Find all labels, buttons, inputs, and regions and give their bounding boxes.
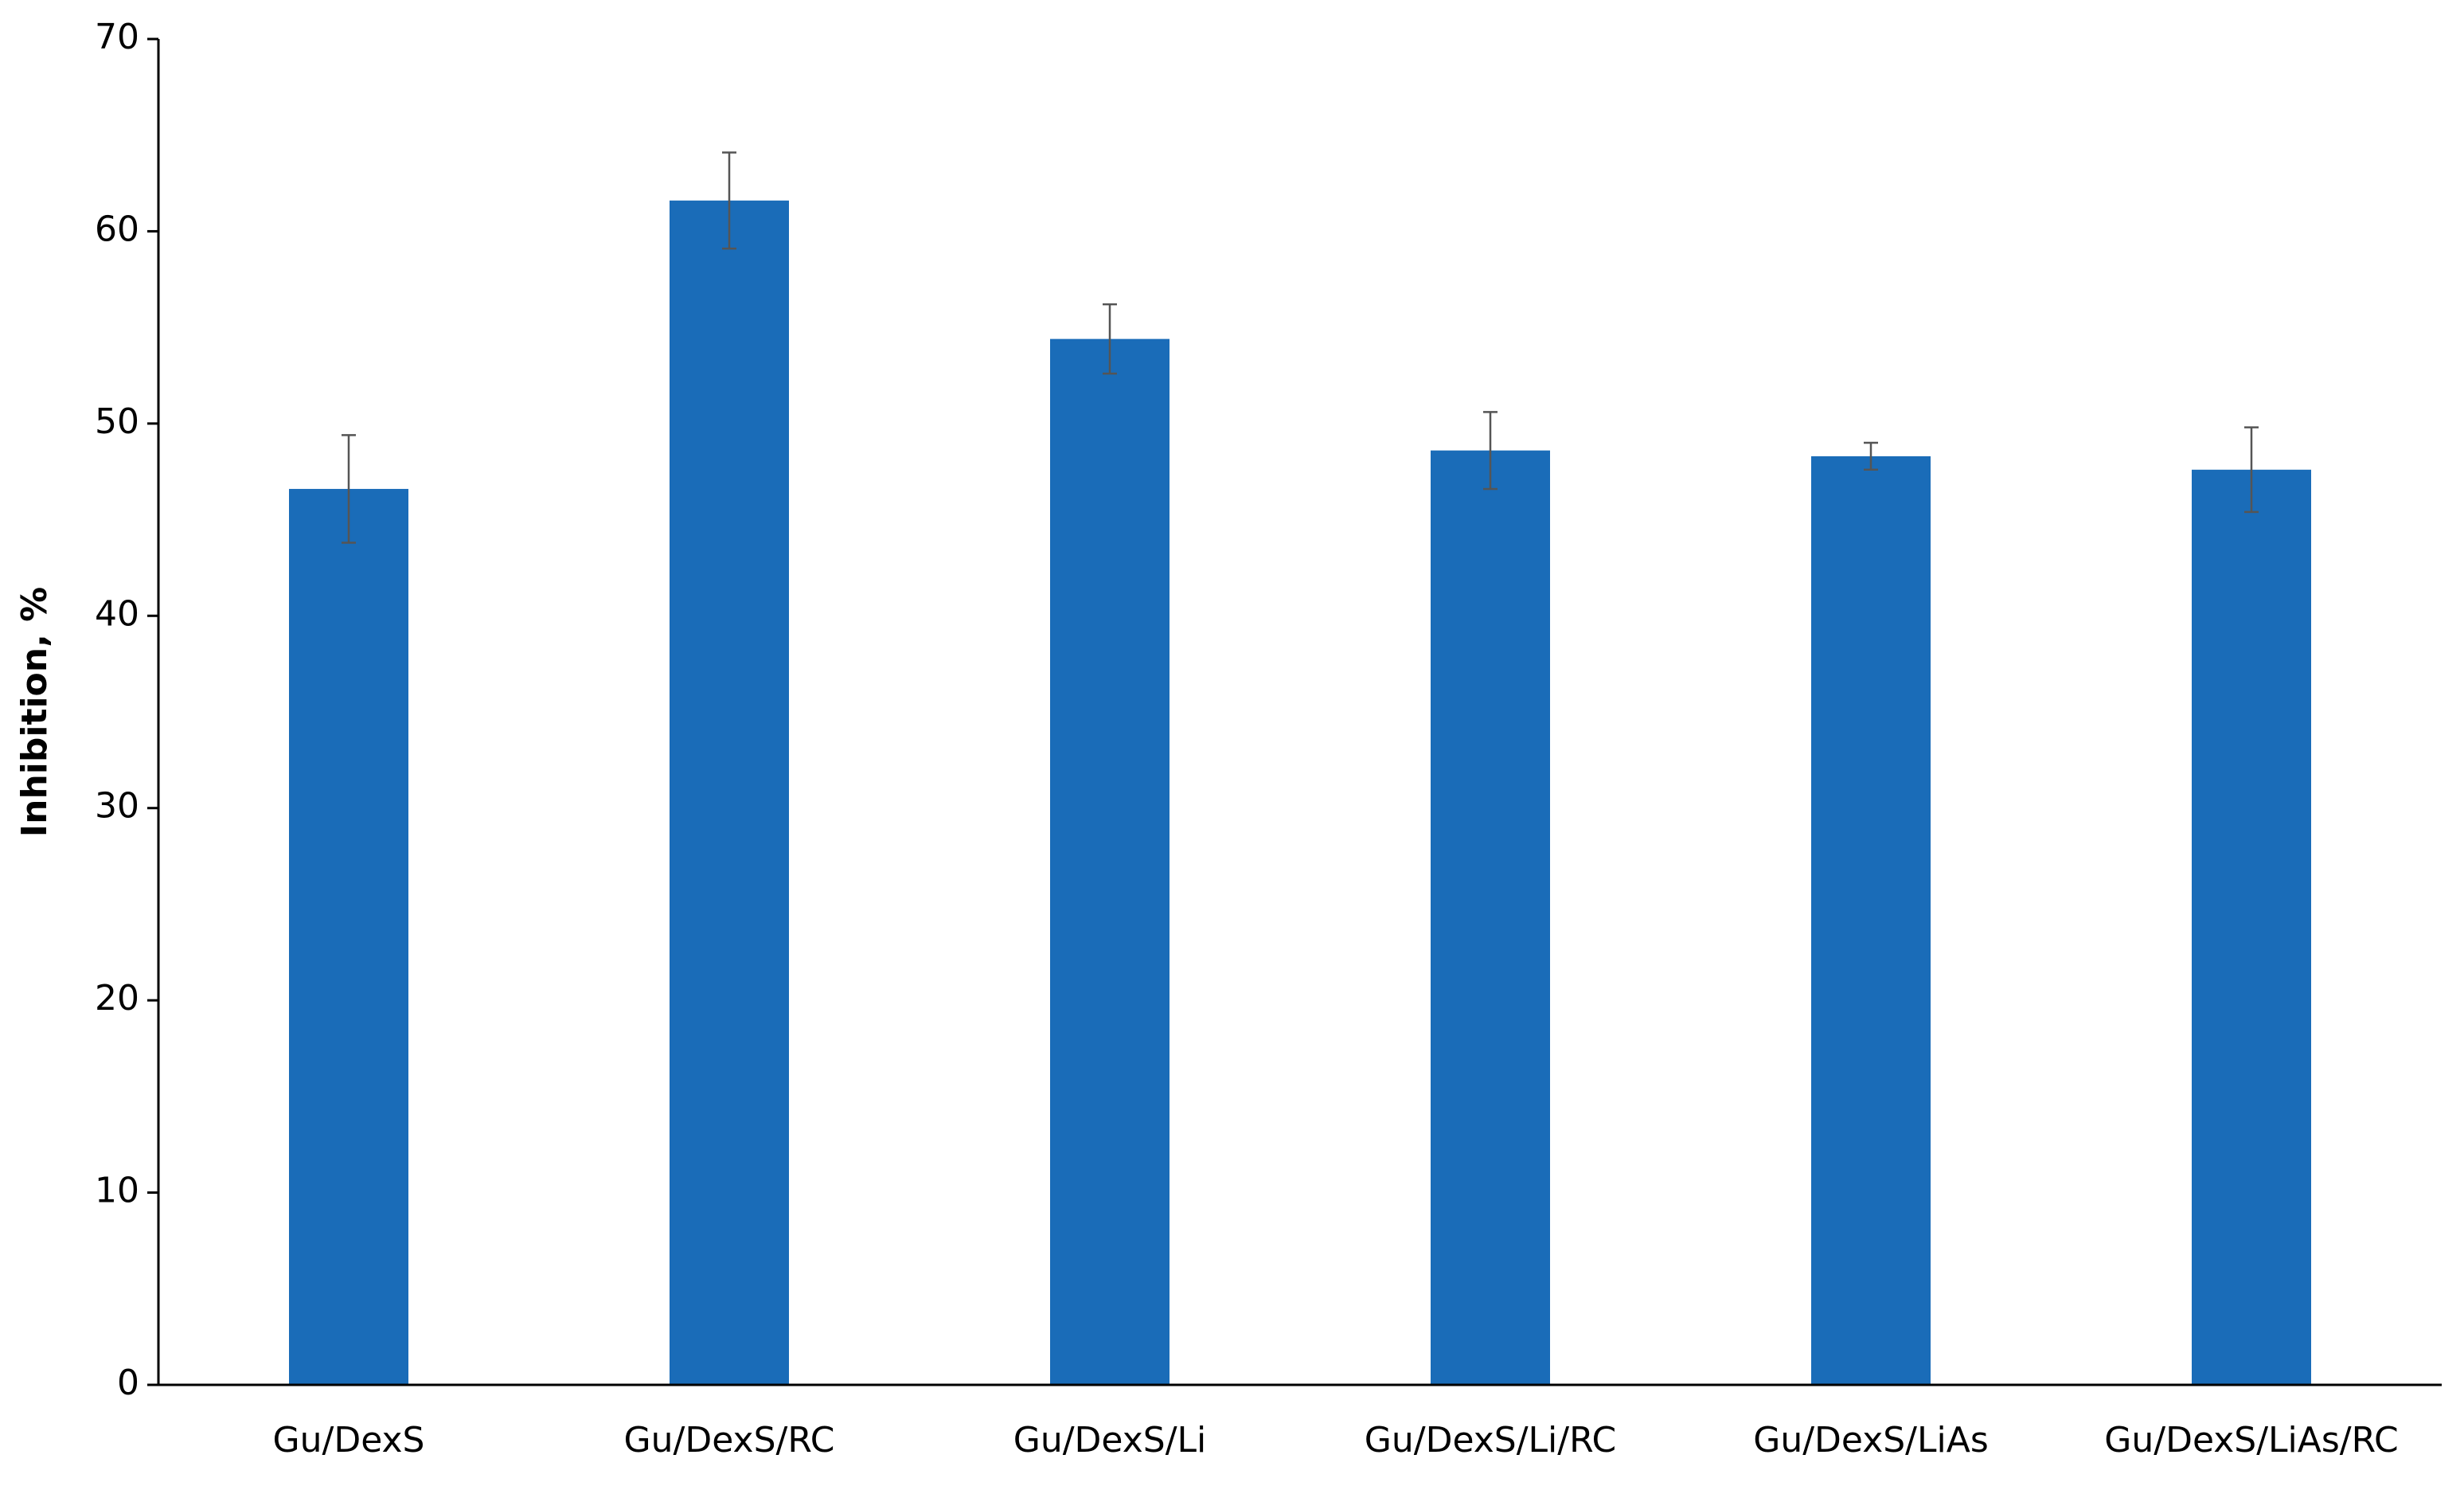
bar bbox=[289, 488, 408, 1385]
bar bbox=[670, 200, 789, 1385]
y-tick-label: 20 bbox=[95, 978, 139, 1019]
x-tick-label: Gu/DexS/LiAs bbox=[1753, 1420, 1989, 1461]
bar bbox=[1431, 450, 1550, 1385]
x-tick-label: Gu/DexS/RC bbox=[624, 1420, 835, 1461]
y-tick-label: 0 bbox=[117, 1363, 139, 1403]
error-bar bbox=[1103, 303, 1117, 375]
x-tick-label: Gu/DexS/Li bbox=[1013, 1420, 1207, 1461]
y-tick-label: 50 bbox=[95, 401, 139, 442]
bar bbox=[1050, 338, 1170, 1386]
error-bar bbox=[342, 434, 356, 544]
error-bar bbox=[1483, 411, 1498, 491]
bar bbox=[1811, 456, 1931, 1385]
x-tick-label: Gu/DexS/LiAs/RC bbox=[2104, 1420, 2398, 1461]
y-tick-label: 60 bbox=[95, 209, 139, 249]
error-bar bbox=[722, 151, 736, 250]
x-tick-label: Gu/DexS/Li/RC bbox=[1365, 1420, 1616, 1461]
y-tick-label: 70 bbox=[95, 17, 139, 57]
y-axis-label: Inhibition, % bbox=[14, 587, 55, 837]
error-bar bbox=[1864, 441, 1878, 471]
y-tick-label: 40 bbox=[95, 593, 139, 634]
x-tick-label: Gu/DexS bbox=[273, 1420, 425, 1461]
error-bar bbox=[2244, 426, 2259, 514]
y-tick-label: 10 bbox=[95, 1171, 139, 1211]
y-tick-label: 30 bbox=[95, 786, 139, 827]
bar bbox=[2192, 469, 2311, 1385]
